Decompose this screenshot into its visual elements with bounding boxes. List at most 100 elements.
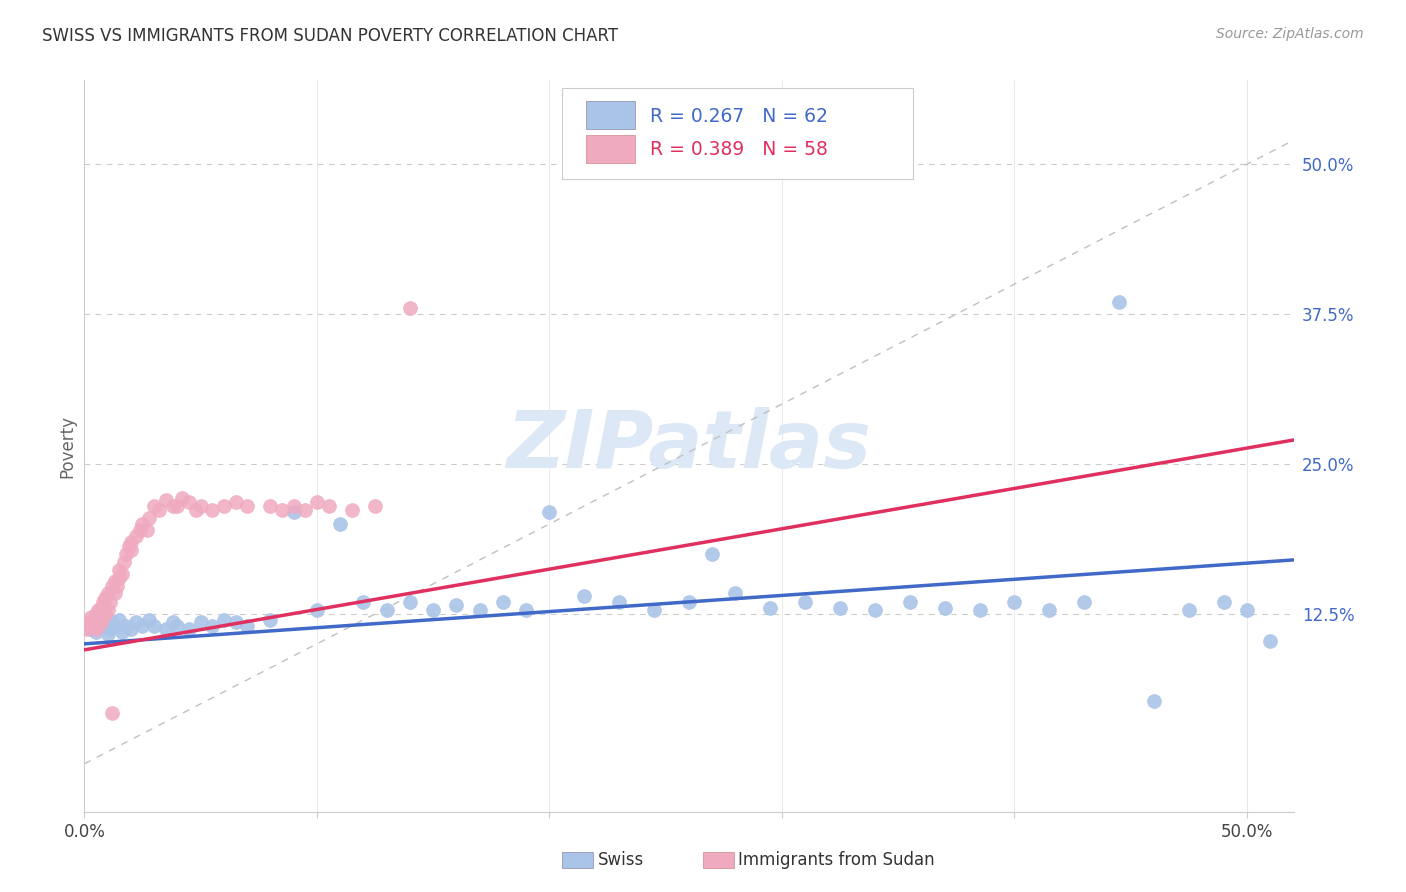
Point	[399, 301, 422, 315]
Point	[97, 627, 120, 641]
Point	[110, 624, 132, 639]
Point	[1236, 603, 1258, 617]
Point	[108, 613, 131, 627]
Point	[131, 619, 153, 633]
Point	[98, 623, 121, 637]
Point	[131, 516, 153, 531]
Point	[80, 610, 103, 624]
Point	[120, 543, 142, 558]
Point	[120, 623, 142, 637]
Point	[574, 589, 596, 603]
Point	[84, 624, 107, 639]
Point	[76, 623, 98, 637]
Point	[201, 619, 224, 633]
Point	[94, 607, 117, 621]
Point	[104, 619, 127, 633]
Point	[166, 499, 188, 513]
Point	[105, 579, 128, 593]
Point	[375, 603, 398, 617]
Point	[91, 595, 114, 609]
Point	[271, 502, 294, 516]
Text: Source: ZipAtlas.com: Source: ZipAtlas.com	[1216, 27, 1364, 41]
Point	[1004, 595, 1026, 609]
Text: ZIPatlas: ZIPatlas	[506, 407, 872, 485]
Point	[101, 579, 124, 593]
Point	[104, 586, 127, 600]
Point	[1108, 295, 1130, 310]
Point	[129, 523, 152, 537]
Point	[515, 603, 537, 617]
Point	[117, 539, 139, 553]
Point	[190, 499, 212, 513]
Point	[83, 615, 105, 630]
Point	[318, 499, 340, 513]
Point	[538, 505, 561, 519]
Point	[759, 600, 782, 615]
Point	[236, 499, 259, 513]
Point	[166, 619, 188, 633]
Point	[143, 499, 166, 513]
Point	[162, 499, 184, 513]
Point	[101, 615, 124, 630]
Point	[969, 603, 991, 617]
Point	[124, 529, 146, 543]
Point	[110, 567, 132, 582]
Point	[97, 586, 120, 600]
Point	[143, 619, 166, 633]
Point	[446, 599, 468, 613]
Point	[138, 613, 160, 627]
Point	[104, 574, 127, 589]
Point	[115, 547, 138, 561]
Point	[77, 615, 100, 630]
Point	[90, 600, 112, 615]
Point	[236, 619, 259, 633]
Point	[120, 535, 142, 549]
Point	[259, 613, 281, 627]
Point	[225, 495, 247, 509]
Point	[283, 499, 305, 513]
Point	[80, 619, 103, 633]
Point	[138, 511, 160, 525]
Point	[84, 623, 107, 637]
Point	[724, 586, 747, 600]
Point	[678, 595, 700, 609]
Point	[98, 595, 121, 609]
Point	[305, 603, 328, 617]
Point	[90, 615, 112, 630]
Point	[340, 502, 363, 516]
Point	[91, 619, 114, 633]
FancyBboxPatch shape	[586, 102, 634, 129]
Point	[91, 610, 114, 624]
Point	[80, 623, 103, 637]
Point	[212, 499, 235, 513]
Point	[1143, 694, 1166, 708]
Point	[108, 562, 131, 576]
Point	[1212, 595, 1234, 609]
Point	[97, 603, 120, 617]
Point	[184, 502, 207, 516]
Point	[1038, 603, 1060, 617]
Point	[155, 492, 177, 507]
Point	[863, 603, 886, 617]
Y-axis label: Poverty: Poverty	[58, 415, 76, 477]
Point	[162, 615, 184, 630]
Point	[830, 600, 852, 615]
Point	[201, 502, 224, 516]
Point	[124, 615, 146, 630]
Point	[177, 495, 200, 509]
Point	[259, 499, 281, 513]
Point	[83, 615, 105, 630]
Point	[399, 595, 422, 609]
Text: SWISS VS IMMIGRANTS FROM SUDAN POVERTY CORRELATION CHART: SWISS VS IMMIGRANTS FROM SUDAN POVERTY C…	[42, 27, 619, 45]
Point	[115, 619, 138, 633]
FancyBboxPatch shape	[562, 87, 912, 179]
Point	[283, 505, 305, 519]
Point	[294, 502, 316, 516]
Point	[87, 619, 110, 633]
Point	[794, 595, 817, 609]
Point	[1073, 595, 1095, 609]
Point	[90, 613, 112, 627]
Point	[212, 613, 235, 627]
Point	[190, 615, 212, 630]
Text: R = 0.267   N = 62: R = 0.267 N = 62	[650, 107, 828, 126]
